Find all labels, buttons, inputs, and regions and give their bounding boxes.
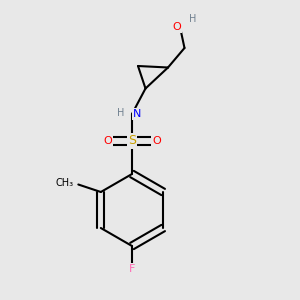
Text: H: H: [189, 14, 196, 25]
Text: O: O: [152, 136, 161, 146]
Text: N: N: [133, 109, 142, 119]
Text: O: O: [103, 136, 112, 146]
Text: S: S: [128, 134, 136, 148]
Text: F: F: [129, 264, 135, 274]
Text: H: H: [117, 107, 124, 118]
Text: O: O: [172, 22, 181, 32]
Text: CH₃: CH₃: [56, 178, 74, 188]
